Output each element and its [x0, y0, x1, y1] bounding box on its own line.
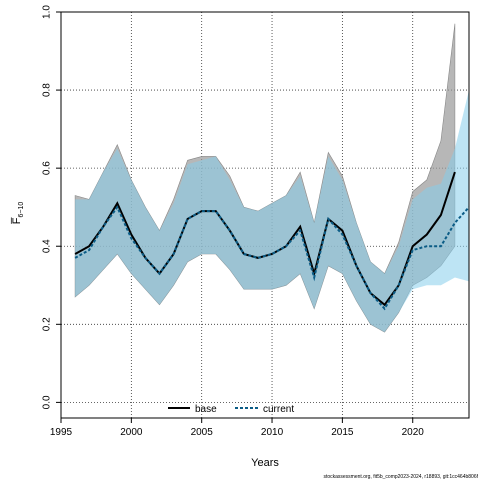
- y-tick-label-0.2: 0.2: [42, 317, 53, 331]
- legend: base current: [168, 404, 294, 415]
- line-current: [74, 205, 470, 311]
- y-axis-ticks: 0.0 0.2 0.4 0.6 0.8 1.0: [42, 5, 61, 409]
- y-axis-title: F̅6−10: [11, 202, 25, 225]
- watermark: stockassessment.org, fit5b_comp2023-2024…: [323, 474, 478, 480]
- y-tick-label-1: 1.0: [42, 5, 53, 19]
- legend-current-label: current: [263, 404, 294, 415]
- y-tick-label-0: 0.0: [42, 395, 53, 409]
- x-tick-label-2015: 2015: [331, 427, 354, 438]
- y-tick-label-0.6: 0.6: [42, 161, 53, 175]
- x-axis-title: Years: [251, 457, 279, 469]
- x-tick-label-2005: 2005: [191, 427, 214, 438]
- y-axis-title-main: F̅: [11, 217, 23, 225]
- svg-text:F̅6−10: F̅6−10: [11, 202, 25, 225]
- x-tick-label-2000: 2000: [120, 427, 143, 438]
- x-axis-ticks: 1995 2000 2005 2010 2015 2020: [50, 418, 424, 438]
- x-tick-label-2020: 2020: [402, 427, 425, 438]
- band-current: [75, 90, 469, 333]
- plot-frame: [60, 11, 470, 419]
- y-axis-title-sub: 6−10: [18, 202, 25, 218]
- x-tick-label-2010: 2010: [261, 427, 284, 438]
- y-tick-label-0.8: 0.8: [42, 83, 53, 97]
- confidence-bands: [74, 23, 469, 333]
- series-lines: [74, 171, 470, 311]
- x-tick-label-1995: 1995: [50, 427, 73, 438]
- legend-base-label: base: [195, 404, 217, 415]
- y-tick-label-0.4: 0.4: [42, 239, 53, 253]
